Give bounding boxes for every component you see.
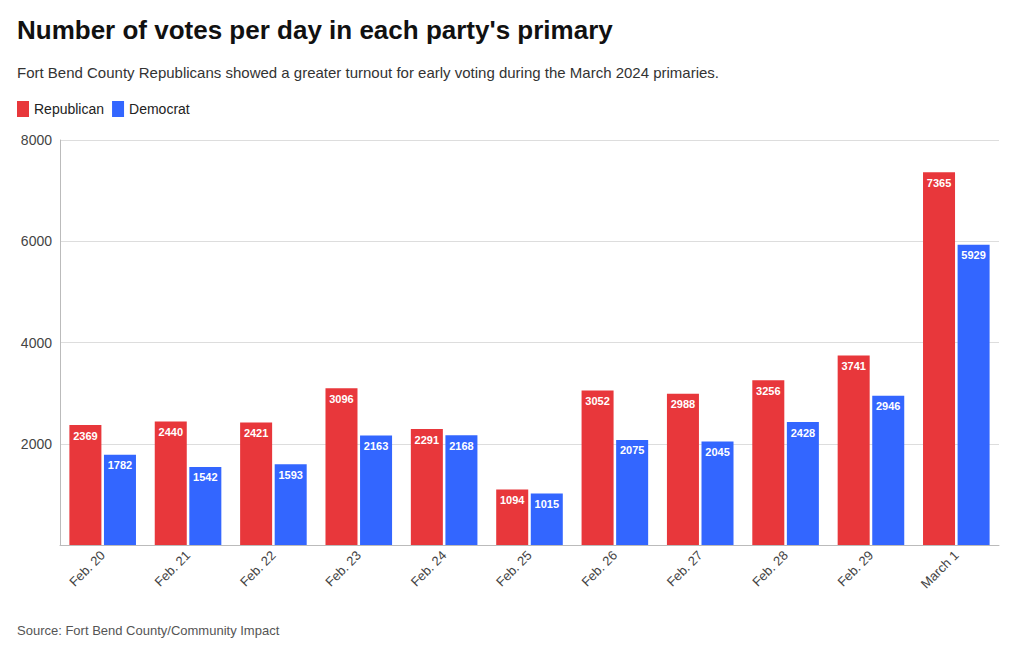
svg-text:Source: Fort Bend County/Commu: Source: Fort Bend County/Community Impac… (17, 623, 280, 638)
svg-text:Feb. 27: Feb. 27 (664, 548, 706, 590)
svg-text:1015: 1015 (535, 498, 559, 510)
svg-text:2000: 2000 (21, 436, 52, 452)
svg-text:3256: 3256 (756, 385, 780, 397)
svg-text:Feb. 25: Feb. 25 (493, 548, 535, 590)
svg-text:3096: 3096 (329, 393, 353, 405)
svg-text:7365: 7365 (927, 177, 951, 189)
svg-text:Feb. 28: Feb. 28 (749, 548, 791, 590)
svg-text:Feb. 26: Feb. 26 (578, 548, 620, 590)
svg-text:Feb. 22: Feb. 22 (237, 548, 279, 590)
svg-text:1094: 1094 (500, 494, 525, 506)
svg-text:1782: 1782 (108, 459, 132, 471)
svg-text:2163: 2163 (364, 440, 388, 452)
svg-text:Feb. 21: Feb. 21 (152, 548, 194, 590)
svg-text:4000: 4000 (21, 335, 52, 351)
svg-text:2946: 2946 (876, 400, 900, 412)
svg-text:Feb. 20: Feb. 20 (66, 548, 108, 590)
svg-text:Feb. 29: Feb. 29 (835, 548, 877, 590)
svg-text:2291: 2291 (415, 434, 439, 446)
svg-text:Democrat: Democrat (129, 101, 190, 117)
svg-text:5929: 5929 (961, 249, 985, 261)
svg-text:2168: 2168 (449, 440, 473, 452)
svg-text:3052: 3052 (585, 395, 609, 407)
svg-text:Feb. 23: Feb. 23 (322, 548, 364, 590)
svg-text:2440: 2440 (159, 426, 183, 438)
svg-text:6000: 6000 (21, 233, 52, 249)
svg-text:2988: 2988 (671, 398, 695, 410)
svg-text:3741: 3741 (841, 360, 865, 372)
svg-text:2428: 2428 (791, 427, 815, 439)
svg-text:March 1: March 1 (918, 548, 962, 592)
svg-text:Feb. 24: Feb. 24 (408, 548, 450, 590)
svg-text:2045: 2045 (705, 446, 729, 458)
svg-text:Fort Bend County Republicans s: Fort Bend County Republicans showed a gr… (17, 64, 719, 81)
svg-text:Republican: Republican (34, 101, 104, 117)
svg-text:Number of votes per day in eac: Number of votes per day in each party's … (17, 15, 613, 45)
svg-text:1542: 1542 (193, 471, 217, 483)
svg-text:2369: 2369 (73, 430, 97, 442)
svg-text:1593: 1593 (278, 469, 302, 481)
svg-text:2421: 2421 (244, 427, 268, 439)
svg-text:2075: 2075 (620, 444, 644, 456)
svg-text:8000: 8000 (21, 132, 52, 148)
